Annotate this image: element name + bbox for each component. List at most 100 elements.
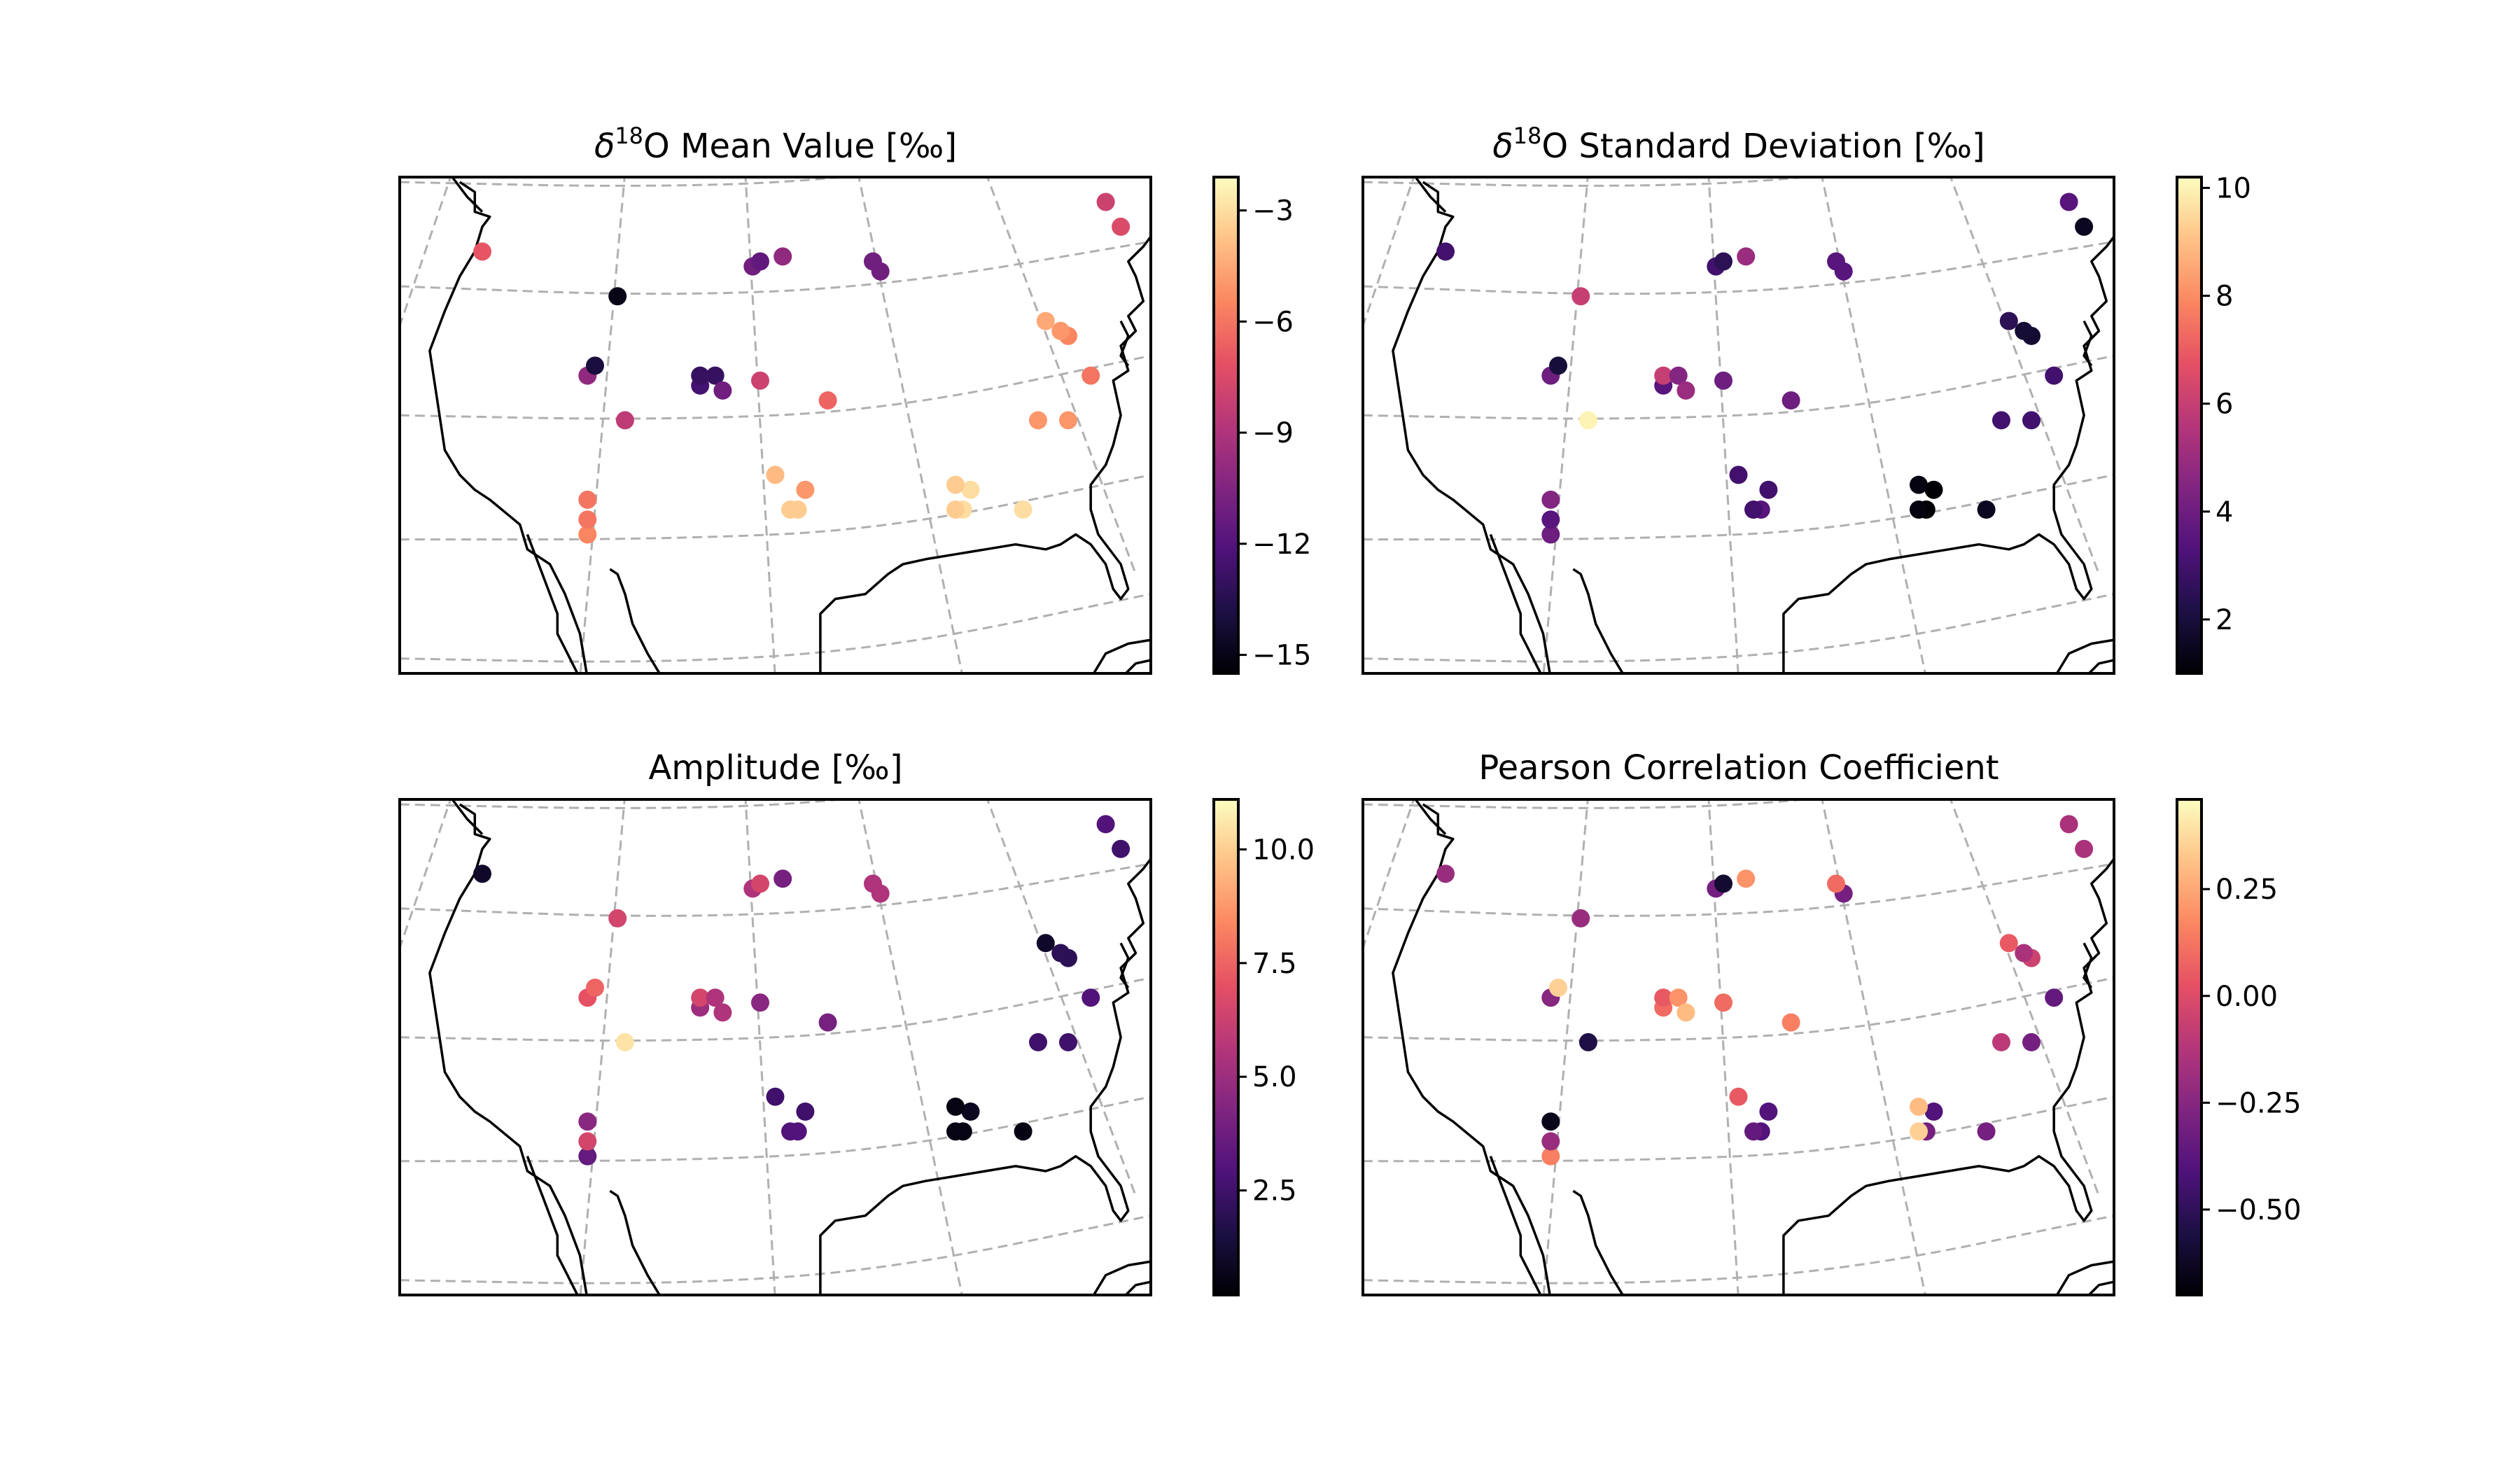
station-point — [2022, 411, 2040, 430]
panel-title: Amplitude [‰] — [648, 748, 902, 788]
station-point — [1572, 909, 1590, 927]
coastline — [819, 857, 1151, 1295]
station-point — [766, 1087, 785, 1106]
coastline — [2082, 942, 2093, 989]
station-point — [1541, 490, 1560, 509]
colorbar-tick-label: 0.25 — [2216, 874, 2278, 906]
station-point — [578, 510, 597, 529]
station-point — [1744, 1122, 1763, 1141]
meridian-gridline — [744, 177, 776, 673]
colorbar-tick-label: −0.50 — [2216, 1194, 2302, 1226]
station-point — [1578, 411, 1597, 430]
panel-title: Pearson Correlation Coefficient — [1478, 748, 1998, 788]
colorbar-tick-label: 2 — [2216, 604, 2233, 636]
parallel-gridline — [1363, 862, 2114, 917]
meridian-gridline — [400, 177, 452, 327]
station-point — [946, 1122, 965, 1141]
parallel-gridline — [400, 473, 1151, 541]
parallel-gridline — [400, 1096, 1151, 1163]
coastline — [428, 803, 588, 1295]
parallel-gridline — [400, 240, 1151, 295]
map-axes — [400, 177, 1151, 673]
colorbar-tick-label: −3 — [1252, 195, 1294, 227]
coastline — [526, 533, 579, 673]
parallel-gridline — [1363, 976, 2114, 1042]
station-point — [796, 1102, 815, 1121]
station-point — [781, 500, 799, 519]
station-point — [1714, 993, 1732, 1012]
station-point — [1029, 411, 1047, 430]
station-point — [1676, 1003, 1695, 1022]
colorbar-tick-label: 0.00 — [2216, 981, 2278, 1013]
coastline — [1392, 803, 1551, 1295]
station-point — [2045, 988, 2064, 1007]
station-point — [1096, 815, 1115, 834]
coastline — [819, 234, 1151, 673]
station-point — [1669, 988, 1688, 1007]
colorbar-frame — [1212, 798, 1240, 1296]
colorbar-tick-label: −12 — [1252, 528, 1311, 561]
station-point — [1082, 988, 1100, 1007]
station-point — [578, 1132, 597, 1151]
station-point — [1729, 465, 1748, 484]
station-point — [1910, 500, 1928, 519]
colorbar-frame — [1212, 176, 1240, 675]
station-point — [586, 356, 604, 375]
coastline — [2055, 638, 2114, 673]
parallel-gridline — [1363, 240, 2114, 295]
station-point — [1999, 934, 2018, 953]
station-point — [1572, 287, 1590, 306]
station-point — [1059, 411, 1077, 430]
panel-title: δ18O Mean Value [‰] — [594, 122, 957, 166]
station-point — [1977, 1122, 1996, 1141]
station-point — [1827, 252, 1845, 271]
parallel-gridline — [1363, 799, 1816, 809]
station-point — [1999, 312, 2018, 330]
meridian-gridline — [400, 799, 452, 948]
colorbar-fill — [2177, 799, 2202, 1295]
meridian-gridline — [986, 177, 1137, 575]
panel-mean-value: δ18O Mean Value [‰] −3 −6 −9 −12 −15 — [398, 122, 1311, 675]
station-point — [1051, 944, 1070, 962]
colorbar-frame — [2176, 176, 2203, 675]
meridian-gridline — [1949, 177, 2100, 575]
colorbar: 10.0 7.5 5.0 2.5 — [1212, 798, 1315, 1296]
meridian-gridline — [1949, 799, 2100, 1196]
coastline — [1392, 181, 1551, 673]
coastline — [1782, 234, 2114, 673]
station-point — [2075, 839, 2094, 858]
meridian-gridline — [1542, 177, 1589, 673]
colorbar-tick-label: 2.5 — [1252, 1175, 1297, 1208]
coastline — [1572, 568, 1625, 673]
station-point — [818, 1013, 837, 1032]
station-point — [1112, 839, 1130, 858]
meridian-gridline — [1363, 177, 1415, 327]
colorbar-fill — [1214, 799, 1238, 1295]
station-point — [578, 1112, 597, 1131]
station-point — [1744, 500, 1763, 519]
panel-amplitude: Amplitude [‰] 10.0 7.5 5.0 2.5 — [398, 748, 1315, 1296]
parallel-gridline — [1363, 1214, 2114, 1284]
station-point — [961, 1102, 980, 1121]
station-point — [1910, 475, 1928, 494]
station-point — [818, 391, 837, 410]
station-point — [961, 480, 980, 499]
colorbar: −3 −6 −9 −12 −15 — [1212, 176, 1311, 675]
map-axes — [1363, 177, 2114, 673]
coastline — [2055, 1260, 2114, 1295]
station-point — [946, 1098, 965, 1116]
station-point — [1059, 1032, 1077, 1051]
parallel-gridline — [1363, 473, 2114, 541]
parallel-gridline — [1363, 177, 1816, 187]
station-point — [1827, 874, 1845, 893]
coastline — [2082, 320, 2093, 367]
station-point — [946, 500, 965, 519]
station-point — [864, 874, 882, 893]
colorbar-tick-label: −0.25 — [2216, 1087, 2302, 1119]
parallel-gridline — [400, 354, 1151, 420]
station-point — [1992, 1032, 2010, 1051]
station-point — [578, 525, 597, 544]
station-point — [1014, 500, 1032, 519]
station-point — [473, 242, 491, 261]
